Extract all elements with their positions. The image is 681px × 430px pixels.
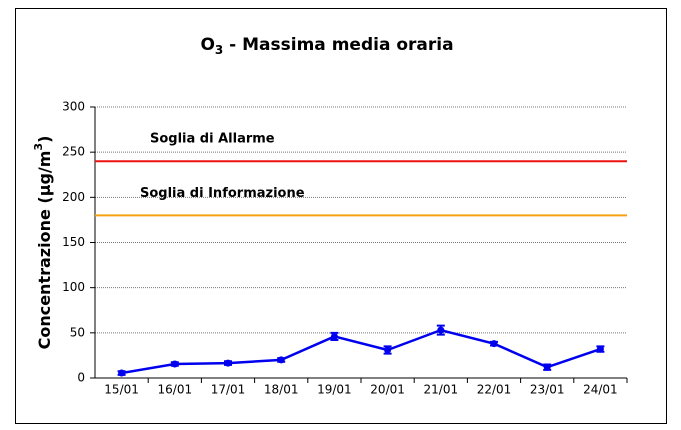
y-label-part: ) [35,136,54,143]
y-tick-label: 250 [62,145,85,159]
x-tick-label: 20/01 [370,383,405,397]
y-tick-label: 150 [62,235,85,249]
y-axis-label: Concentrazione (µg/m3) [32,136,54,350]
x-tick-label: 21/01 [424,383,459,397]
y-tick-label: 100 [62,280,85,294]
data-point [277,356,285,364]
title-part: 3 [215,43,223,57]
data-point [490,340,498,348]
title-part: O [200,35,214,55]
data-point [171,360,179,368]
data-point [437,326,445,334]
y-tick-label: 300 [62,100,85,114]
y-label-part: Concentrazione (µg/m [35,151,54,350]
series-line [121,328,601,375]
y-label-part: 3 [32,143,45,151]
data-point [118,369,126,377]
x-tick-label: 16/01 [158,383,193,397]
chart-title: O3 - Massima media oraria [200,35,453,57]
data-point [224,359,232,367]
x-tick-label: 18/01 [264,383,299,397]
data-point [596,345,604,353]
title-part: - Massima media oraria [223,35,453,55]
y-tick-label: 200 [62,190,85,204]
x-tick-label: 24/01 [583,383,618,397]
data-point [330,332,338,340]
y-tick-label: 50 [70,325,85,339]
data-point [384,346,392,354]
x-tick-label: 23/01 [530,383,565,397]
y-tick-label: 0 [77,371,85,385]
threshold-label: Soglia di Informazione [140,186,305,201]
data-point [543,363,551,371]
x-tick-label: 17/01 [211,383,246,397]
threshold-label: Soglia di Allarme [150,132,275,147]
x-tick-label: 22/01 [477,383,512,397]
x-tick-label: 15/01 [104,383,139,397]
x-tick-label: 19/01 [317,383,352,397]
